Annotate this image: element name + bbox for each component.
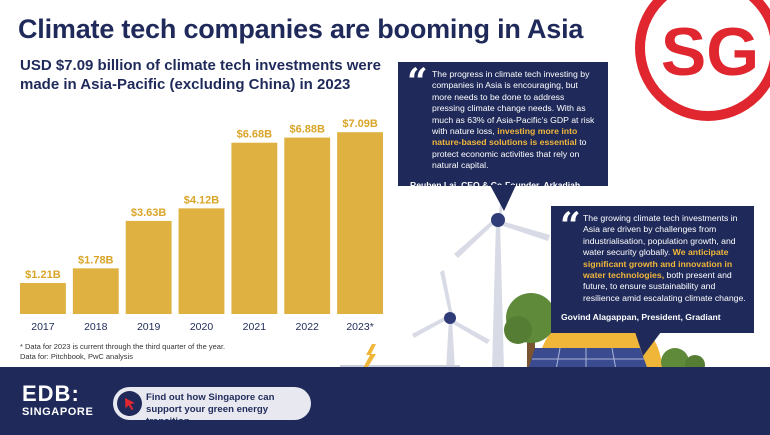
bar-2021 (231, 142, 278, 314)
x-tick-label-2020: 2020 (190, 321, 214, 333)
quote-author: Govind Alagappan, President, Gradiant (561, 312, 721, 323)
source-text: Data for: Pitchbook, PwC analysis (20, 352, 133, 361)
quote-text-part: The progress in climate tech investing b… (432, 69, 595, 137)
data-label-2021: $6.68B (237, 129, 273, 141)
cta-text: Find out how Singapore can support your … (146, 392, 275, 427)
data-label-2023*: $7.09B (342, 118, 378, 130)
bar-2019 (125, 220, 172, 314)
cta-button[interactable]: Find out how Singapore can support your … (113, 387, 311, 427)
quote-box-govind-alagappan: “ The growing climate tech investments i… (551, 206, 754, 333)
quote-mark-icon: “ (560, 205, 581, 247)
wind-turbine-small-icon (412, 270, 490, 370)
data-label-2018: $1.78B (78, 254, 114, 266)
sg-logo-text: SG (661, 14, 759, 90)
chart-footnotes: * Data for 2023 is current through the t… (20, 342, 225, 362)
x-tick-label-2017: 2017 (31, 321, 55, 333)
bush-shape (661, 348, 689, 370)
quote-author: Reuben Lai, CEO & Co-Founder, Arkadiah (410, 179, 581, 190)
quote-text: The growing climate tech investments in … (583, 213, 746, 304)
bar-2020 (178, 208, 225, 314)
bar-2017 (20, 282, 66, 314)
quote-mark-icon: “ (407, 61, 428, 103)
data-label-2022: $6.88B (289, 124, 325, 136)
data-label-2019: $3.63B (131, 207, 167, 219)
x-tick-label-2022: 2022 (296, 321, 320, 333)
page-subtitle: USD $7.09 billion of climate tech invest… (20, 57, 381, 93)
bar-2023* (337, 132, 383, 314)
quote-text: The progress in climate tech investing b… (432, 69, 598, 172)
bar-chart: $1.21B 2017 $1.78B 2018 $3.63B 2019 $4.12B 2020… (16, 96, 386, 336)
cursor-click-icon (117, 391, 142, 416)
data-label-2020: $4.12B (184, 194, 220, 206)
quote-highlight: We anticipate significant growth and inn… (583, 247, 733, 281)
speech-bubble-tail (635, 332, 661, 356)
bar-2022 (284, 137, 331, 314)
page-title: Climate tech companies are booming in As… (18, 14, 584, 44)
bar-2018 (72, 268, 119, 314)
wind-turbine-large-icon (454, 180, 550, 370)
solar-panel-icon (528, 347, 648, 370)
x-tick-label-2018: 2018 (84, 321, 108, 333)
edb-logo[interactable]: EDB: SINGAPORE (22, 383, 93, 419)
quote-highlight: investing more into nature-based solutio… (432, 126, 578, 148)
sg-logo: SG (635, 0, 770, 121)
bar-chart-svg: $1.21B 2017 $1.78B 2018 $3.63B 2019 $4.12B 2020… (20, 118, 383, 333)
edb-logo-subtext: SINGAPORE (22, 406, 94, 418)
x-tick-label-2023*: 2023* (346, 321, 373, 333)
edb-logo-text: EDB: (22, 381, 80, 406)
x-tick-label-2019: 2019 (137, 321, 161, 333)
footnote-text: * Data for 2023 is current through the t… (20, 342, 226, 351)
quote-text-part: to protect economic activities that rely… (432, 137, 587, 171)
tree-icon (504, 293, 556, 370)
x-tick-label-2021: 2021 (243, 321, 267, 333)
quote-text-part: both present and future, to ensure susta… (583, 270, 746, 303)
quote-box-reuben-lai: “ The progress in climate tech investing… (398, 61, 608, 190)
speech-bubble-tail (490, 185, 516, 211)
bush-shape (685, 355, 705, 370)
data-label-2017: $1.21B (25, 269, 61, 281)
quote-text-part: The growing climate tech investments in … (583, 213, 738, 258)
